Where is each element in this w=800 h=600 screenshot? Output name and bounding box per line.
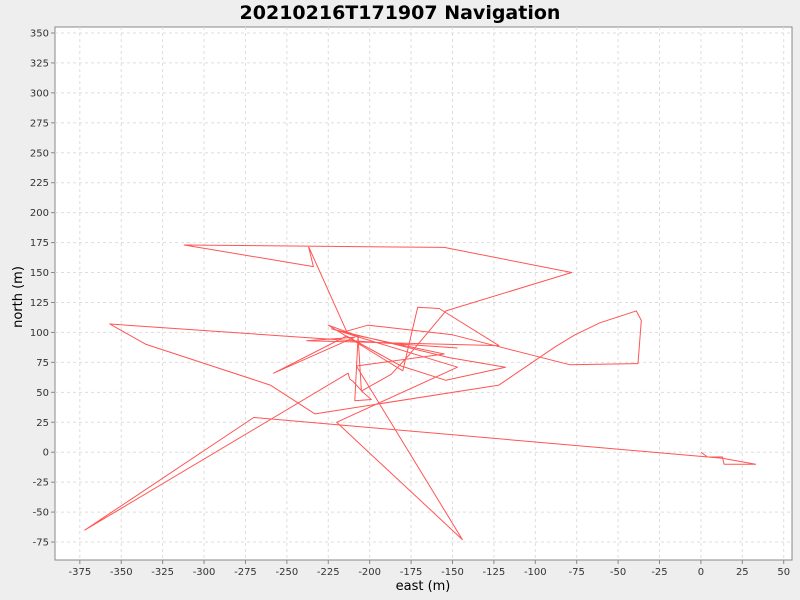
x-tick-label: -125 xyxy=(483,567,506,578)
y-axis-label: north (m) xyxy=(11,266,26,328)
y-tick-label: 200 xyxy=(30,208,49,219)
y-tick-label: 0 xyxy=(43,448,49,459)
y-tick-label: 100 xyxy=(30,328,49,339)
series-layer xyxy=(84,244,757,541)
y-tick-label: -25 xyxy=(33,478,49,489)
x-tick-label: -250 xyxy=(276,567,299,578)
x-tick-label: -75 xyxy=(569,567,585,578)
x-tick-label: -50 xyxy=(610,567,626,578)
y-tick-label: 225 xyxy=(30,178,49,189)
y-tick-label: 325 xyxy=(30,58,49,69)
grid xyxy=(55,27,792,560)
y-tick-label: 175 xyxy=(30,238,49,249)
x-tick-label: -375 xyxy=(68,567,91,578)
y-tick-label: 350 xyxy=(30,28,49,39)
x-tick-label: 50 xyxy=(777,567,790,578)
y-tick-label: 125 xyxy=(30,298,49,309)
x-tick-label: -25 xyxy=(651,567,667,578)
x-tick-label: -275 xyxy=(234,567,257,578)
x-tick-label: 25 xyxy=(736,567,749,578)
x-tick-label: -350 xyxy=(110,567,133,578)
x-tick-label: -225 xyxy=(317,567,340,578)
y-tick-label: 50 xyxy=(36,388,49,399)
x-tick-label: 0 xyxy=(698,567,704,578)
y-tick-label: 275 xyxy=(30,118,49,129)
y-tick-label: 150 xyxy=(30,268,49,279)
chart-title: 20210216T171907 Navigation xyxy=(239,2,561,24)
y-tick-label: 75 xyxy=(36,358,49,369)
plot-area xyxy=(54,26,793,561)
y-tick-label: 250 xyxy=(30,148,49,159)
x-axis-label: east (m) xyxy=(396,579,451,594)
trajectory-line xyxy=(84,244,757,541)
x-tick-label: -100 xyxy=(524,567,547,578)
axis-ticks: -375 -350 -325 -300 -275 -250 -225 -200 -175 -150… xyxy=(30,28,790,578)
y-tick-label: 25 xyxy=(36,418,49,429)
x-tick-label: -300 xyxy=(193,567,216,578)
y-tick-label: 300 xyxy=(30,88,49,99)
y-tick-label: -50 xyxy=(33,508,49,519)
x-tick-label: -325 xyxy=(151,567,174,578)
x-tick-label: -150 xyxy=(441,567,464,578)
y-tick-label: -75 xyxy=(33,538,49,549)
x-tick-label: -175 xyxy=(400,567,423,578)
x-tick-label: -200 xyxy=(358,567,381,578)
